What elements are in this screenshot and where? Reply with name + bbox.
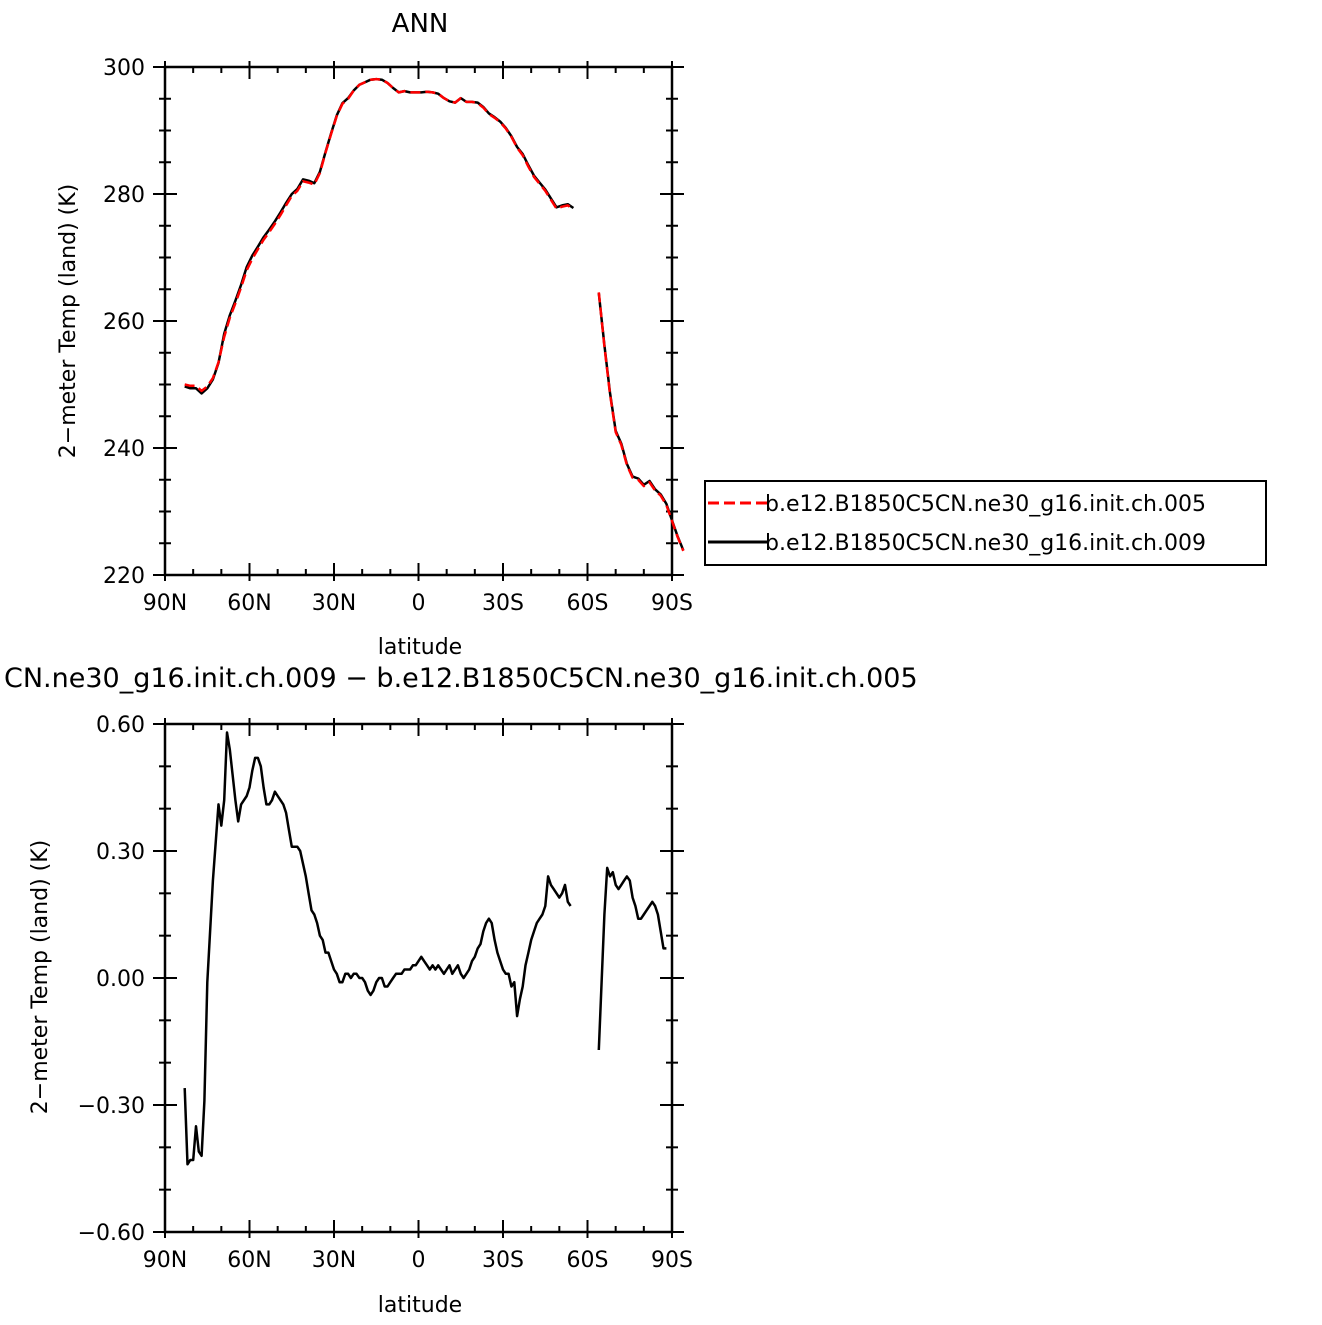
top-x-tick-label: 0 [412, 591, 426, 616]
top-y-axis-label: 2−meter Temp (land) (K) [56, 184, 81, 458]
top-x-tick-label: 90S [651, 591, 693, 616]
bottom-x-axis-label: latitude [378, 1293, 462, 1318]
bottom-x-tick-label: 90N [143, 1248, 187, 1273]
top-x-tick-label: 30S [482, 591, 524, 616]
legend-entry-009: b.e12.B1850C5CN.ne30_g16.init.ch.009 [765, 531, 1206, 556]
top-y-tick-label: 300 [103, 56, 145, 81]
top-y-tick-label: 260 [103, 310, 145, 335]
bottom-series-line [597, 866, 667, 1051]
bottom-y-tick-label: 0.30 [96, 840, 145, 865]
top-x-tick-label: 30N [312, 591, 356, 616]
bottom-plot-frame [163, 722, 674, 1234]
top-series-line [184, 77, 575, 395]
bottom-y-tick-label: −0.30 [78, 1094, 145, 1119]
bottom-series-line [183, 731, 572, 1166]
bottom-x-tick-label: 60S [567, 1248, 609, 1273]
bottom-x-tick-label: 30N [312, 1248, 356, 1273]
bottom-x-tick-label: 30S [482, 1248, 524, 1273]
top-axis-ticks: 90N 60N 30N 0 30S 60S 90S 220 240 260 280 300 [103, 56, 693, 616]
top-x-axis-label: latitude [378, 635, 462, 660]
bottom-y-tick-label: 0.00 [96, 967, 145, 992]
bottom-y-tick-label: −0.60 [78, 1221, 145, 1246]
bottom-x-tick-label: 60N [227, 1248, 271, 1273]
top-y-tick-label: 220 [103, 564, 145, 589]
bottom-y-axis-label: 2−meter Temp (land) (K) [28, 840, 53, 1114]
top-y-tick-label: 280 [103, 183, 145, 208]
bottom-axis-ticks: 90N 60N 30N 0 30S 60S 90S 0.60 0.30 0.00 −0.30 −0.6… [78, 713, 693, 1273]
top-y-tick-label: 240 [103, 437, 145, 462]
legend: b.e12.B1850C5CN.ne30_g16.init.ch.005 b.e… [704, 480, 1267, 566]
bottom-x-tick-label: 0 [412, 1248, 426, 1273]
bottom-y-tick-label: 0.60 [96, 713, 145, 738]
top-x-tick-label: 60S [567, 591, 609, 616]
top-x-tick-label: 90N [143, 591, 187, 616]
top-series-line [597, 292, 685, 552]
top-series-lines [184, 77, 685, 552]
bottom-chart-title: CN.ne30_g16.init.ch.009 − b.e12.B1850C5C… [4, 663, 918, 694]
legend-box [704, 480, 1267, 566]
top-plot-frame [163, 65, 674, 577]
top-series-line [184, 77, 575, 393]
legend-entry-005: b.e12.B1850C5CN.ne30_g16.init.ch.005 [765, 492, 1206, 517]
bottom-series-lines [183, 731, 667, 1166]
bottom-panel: CN.ne30_g16.init.ch.009 − b.e12.B1850C5C… [4, 663, 918, 1318]
top-chart-title: ANN [392, 9, 449, 39]
top-panel: ANN 90N 60N 30N 0 30S 60S 90S 220 240 260 280 300 l… [56, 9, 1267, 660]
top-x-tick-label: 60N [227, 591, 271, 616]
bottom-x-tick-label: 90S [651, 1248, 693, 1273]
